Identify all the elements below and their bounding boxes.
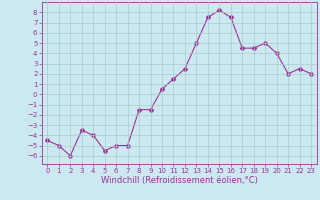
X-axis label: Windchill (Refroidissement éolien,°C): Windchill (Refroidissement éolien,°C) [101, 176, 258, 185]
